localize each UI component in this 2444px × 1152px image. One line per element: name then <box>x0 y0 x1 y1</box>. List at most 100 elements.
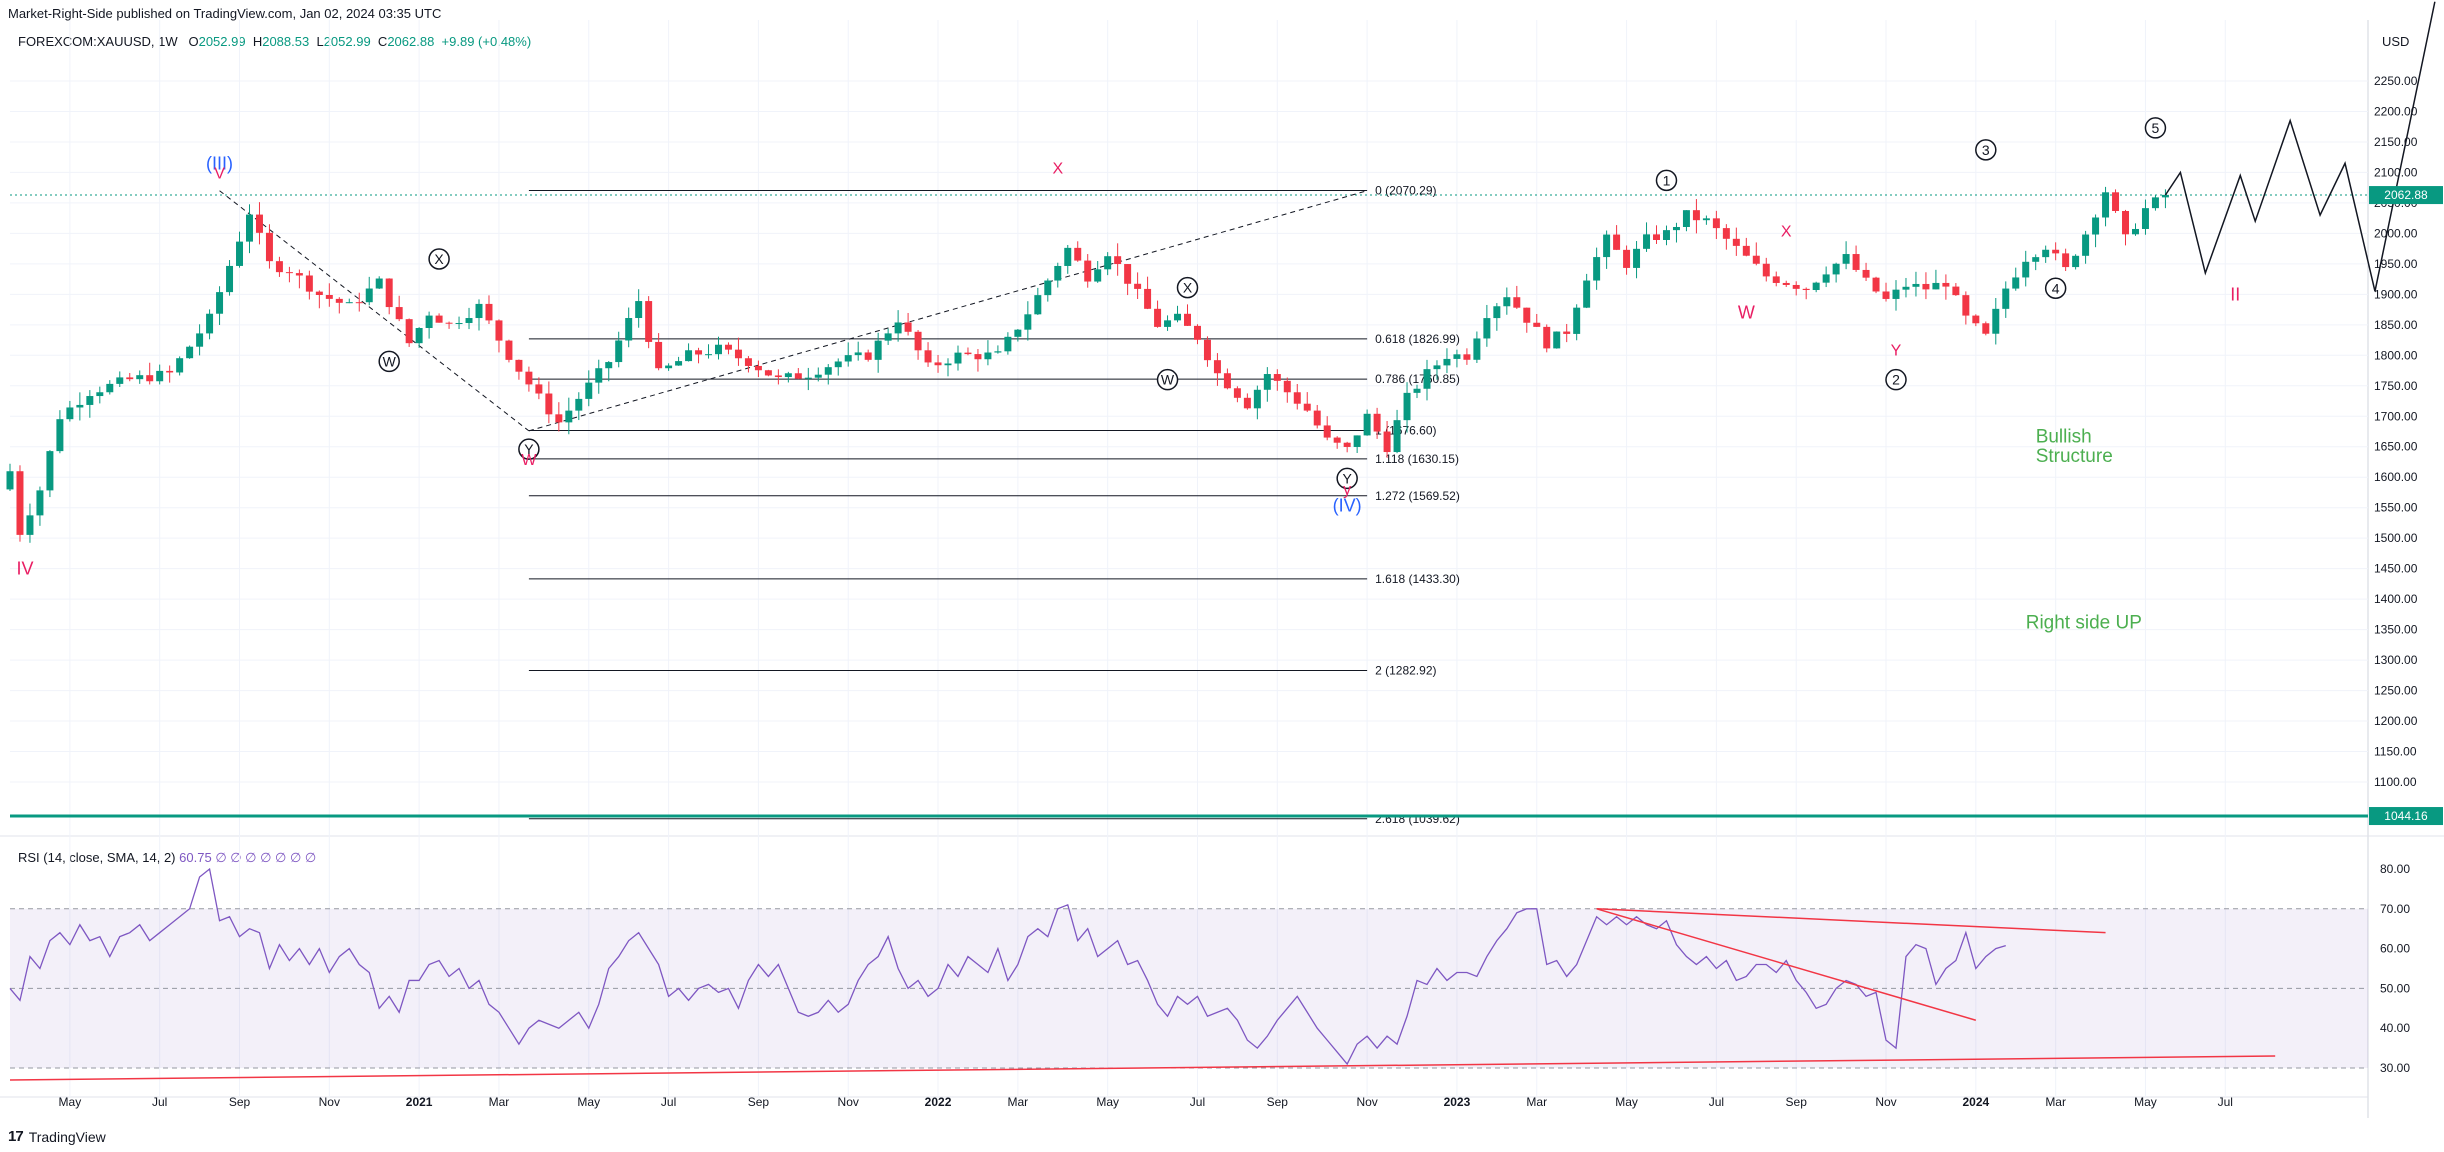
candle-body <box>36 490 44 516</box>
candle-body <box>1303 403 1311 411</box>
candle-body <box>2052 249 2060 254</box>
low-label: L <box>316 34 324 49</box>
wave-circle <box>1885 368 1907 391</box>
wave-label: 5 <box>2152 120 2160 136</box>
candle-body <box>1064 247 1072 266</box>
candle-body <box>265 232 273 262</box>
wave-label: 3 <box>1982 142 1990 158</box>
candle-body <box>944 363 952 366</box>
rsi-trendline <box>9 1055 2276 1081</box>
wave-circle <box>2144 117 2167 139</box>
y-tick-label: 1750.00 <box>2374 379 2418 393</box>
candle-body <box>1104 256 1112 270</box>
candle-body <box>535 384 543 394</box>
candle-body <box>774 375 782 378</box>
y-tick-label: 2250.00 <box>2374 74 2418 88</box>
wave-label: W <box>521 452 537 469</box>
candle-body <box>166 370 174 373</box>
candle-body <box>1233 388 1241 398</box>
candle-body <box>1722 228 1730 239</box>
candle-body <box>1682 210 1690 227</box>
candle-body <box>1074 247 1082 261</box>
candle-body <box>904 322 912 332</box>
wave-circle <box>2044 277 2067 300</box>
candle-body <box>605 362 613 369</box>
candle-body <box>1772 276 1780 283</box>
annotation-text: Structure <box>2036 446 2113 467</box>
candle-body <box>734 349 742 359</box>
candle-body <box>385 278 393 308</box>
wave-label: Y <box>1891 342 1902 359</box>
wave-circle <box>378 350 400 373</box>
y-tick-label: 1900.00 <box>2374 287 2418 301</box>
symbol-name[interactable]: FOREXCOM:XAUUSD, 1W <box>18 34 178 49</box>
candle-body <box>1573 307 1581 334</box>
fib-level-label: 0 (2070.29) <box>1375 184 1436 198</box>
candle-body <box>1353 435 1361 447</box>
candle-body <box>575 398 583 411</box>
candle-body <box>1882 291 1890 299</box>
wave-label: (IV) <box>1333 495 1362 515</box>
candle-body <box>515 359 523 372</box>
tradingview-brand[interactable]: 17 TradingView <box>8 1128 106 1145</box>
y-tick-label: 1950.00 <box>2374 257 2418 271</box>
candle-body <box>186 346 194 359</box>
candle-body <box>625 318 633 341</box>
candle-body <box>86 396 94 405</box>
candle-body <box>1852 254 1860 270</box>
candle-body <box>1922 283 1930 290</box>
wave-label: W <box>1161 372 1175 388</box>
wave-circle <box>1176 276 1199 299</box>
wave-label: X <box>1052 161 1063 178</box>
candle-body <box>824 367 832 375</box>
candle-body <box>1653 234 1660 241</box>
price-axis[interactable]: 2250.002200.002150.002100.002050.002000.… <box>2369 74 2443 1075</box>
candle-body <box>1423 369 1431 389</box>
y-tick-label: 1150.00 <box>2374 745 2417 759</box>
fib-level-label: 1.272 (1569.52) <box>1375 489 1460 503</box>
candle-body <box>405 319 413 344</box>
fib-level-label: 0.618 (1826.99) <box>1375 332 1460 346</box>
candle-body <box>1792 284 1800 289</box>
candle-body <box>465 318 473 324</box>
wave-label: V <box>214 166 225 183</box>
candle-body <box>1762 263 1770 277</box>
candle-body <box>525 371 533 385</box>
publish-info: Market-Right-Side published on TradingVi… <box>8 6 442 21</box>
time-axis[interactable]: May Jul Sep Nov 2021 Mar May Jul Sep Nov 2022 Mar Ma… <box>59 1095 2233 1109</box>
candle-body <box>196 333 204 347</box>
candle-body <box>655 341 663 369</box>
candle-body <box>2141 208 2149 229</box>
candle-body <box>1972 315 1980 324</box>
candle-body <box>2032 257 2040 262</box>
candle-body <box>1323 425 1331 438</box>
currency-label[interactable]: USD <box>2382 34 2410 49</box>
last-price-tag <box>2369 186 2443 205</box>
y-tick-label: 1250.00 <box>2374 684 2418 698</box>
rsi-tick-label: 50.00 <box>2380 981 2410 995</box>
candle-body <box>1583 280 1591 308</box>
rsi-title[interactable]: RSI (14, close, SMA, 14, 2) <box>18 850 176 865</box>
x-tick-label: 2022 <box>925 1095 952 1109</box>
high-label: H <box>252 34 263 49</box>
y-tick-label: 2100.00 <box>2374 165 2418 179</box>
candle-body <box>1912 283 1920 287</box>
candle-body <box>1473 338 1481 360</box>
candle-body <box>764 370 772 376</box>
annotation-text: Right side UP <box>2026 612 2142 633</box>
candle-body <box>206 313 214 334</box>
candle-body <box>2042 249 2050 258</box>
candle-body <box>2022 261 2030 278</box>
fib-level-label: 0.786 (1760.85) <box>1375 372 1460 386</box>
y-tick-label: 1700.00 <box>2374 409 2418 423</box>
candle-body <box>2122 211 2130 235</box>
candle-body <box>2092 217 2100 235</box>
x-tick-label: Jul <box>152 1095 167 1109</box>
candle-body <box>1124 264 1132 284</box>
candle-body <box>934 362 942 366</box>
x-tick-label: 2021 <box>406 1095 433 1109</box>
x-tick-label: 2023 <box>1444 1095 1471 1109</box>
candle-body <box>2012 277 2020 289</box>
candle-body <box>585 382 593 399</box>
